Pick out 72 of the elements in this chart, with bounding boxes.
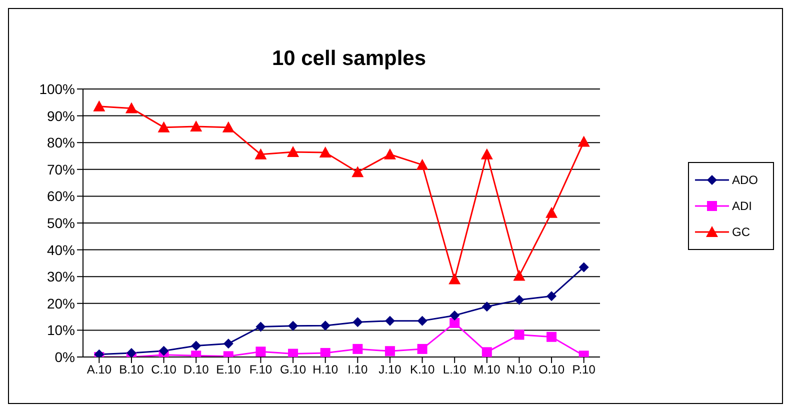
point	[190, 120, 202, 132]
y-tick-label: 60%	[46, 188, 75, 204]
y-tick-label: 50%	[46, 214, 75, 231]
point	[158, 346, 169, 356]
y-tick-label: 70%	[46, 161, 75, 178]
point	[254, 148, 267, 160]
y-tick-label: 20%	[46, 295, 75, 312]
point	[352, 317, 363, 328]
x-tick-label: A.10	[86, 362, 112, 377]
point	[384, 148, 396, 160]
legend-label: GC	[732, 225, 750, 239]
point	[416, 158, 428, 170]
point	[384, 316, 395, 326]
point	[578, 262, 589, 272]
x-tick-label: J.10	[378, 362, 402, 377]
x-tick-label: G.10	[280, 362, 306, 377]
point	[93, 100, 106, 112]
y-tick-label: 0%	[54, 348, 75, 365]
point	[450, 310, 460, 320]
point	[125, 102, 138, 114]
x-tick-label: C.10	[151, 362, 177, 377]
y-tick-label: 30%	[46, 268, 75, 285]
point	[126, 348, 136, 357]
point	[480, 148, 493, 160]
point	[482, 302, 492, 312]
point	[578, 136, 590, 147]
point	[514, 294, 524, 305]
y-tick-label: 80%	[46, 134, 75, 151]
point	[256, 322, 266, 332]
point	[352, 344, 363, 354]
x-tick-label: P.10	[572, 362, 596, 377]
point	[319, 146, 332, 158]
x-tick-label: D.10	[183, 362, 210, 377]
legend-label: ADI	[732, 199, 752, 213]
x-tick-label: N.10	[506, 362, 532, 377]
point	[222, 121, 234, 132]
y-tick-label: 90%	[46, 108, 75, 124]
legend-label: ADO	[732, 173, 758, 187]
x-tick-label: E.10	[216, 362, 242, 377]
x-tick-label: L.10	[442, 362, 467, 377]
y-tick-label: 100%	[39, 80, 75, 97]
point	[450, 318, 460, 328]
x-tick-label: F.10	[249, 362, 272, 377]
point	[546, 206, 558, 218]
point	[288, 348, 298, 357]
point	[546, 332, 557, 342]
point	[417, 344, 428, 354]
point	[287, 146, 300, 157]
point	[513, 270, 526, 281]
point	[546, 291, 557, 302]
point	[320, 320, 330, 331]
x-tick-label: I.10	[348, 362, 368, 377]
x-tick-label: M.10	[474, 362, 501, 377]
point	[158, 121, 170, 132]
point	[417, 316, 428, 326]
point	[288, 320, 298, 331]
y-tick-label: 10%	[46, 322, 75, 338]
x-tick-label: K.10	[410, 362, 435, 377]
point	[320, 348, 330, 357]
point	[223, 338, 234, 349]
point	[482, 347, 492, 357]
x-tick-label: H.10	[312, 362, 338, 377]
chart-title: 10 cell samples	[270, 47, 428, 71]
point	[256, 346, 266, 357]
y-tick-label: 40%	[46, 242, 75, 258]
point	[384, 346, 395, 356]
point	[352, 166, 364, 178]
x-tick-label: O.10	[538, 362, 565, 377]
point	[514, 330, 524, 340]
point	[448, 273, 461, 284]
x-tick-label: B.10	[119, 362, 144, 377]
point	[191, 340, 202, 351]
